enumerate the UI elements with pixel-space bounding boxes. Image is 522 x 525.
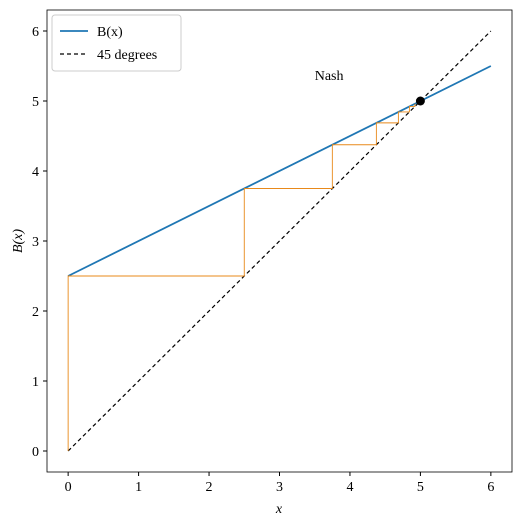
x-tick-label: 3: [276, 480, 283, 495]
x-tick-label: 1: [135, 480, 142, 495]
x-tick-label: 6: [487, 480, 494, 495]
series-line: [67, 30, 492, 452]
annotation: Nash: [315, 69, 344, 84]
series-line: [67, 65, 492, 277]
y-tick-label: 5: [32, 95, 39, 110]
legend-label: B(x): [97, 25, 123, 40]
y-axis-label: B(x): [11, 229, 26, 253]
x-tick-label: 0: [65, 480, 72, 495]
x-tick-label: 2: [206, 480, 213, 495]
legend-box: [51, 14, 182, 72]
y-tick-label: 1: [32, 375, 39, 390]
x-tick-label: 5: [417, 480, 424, 495]
legend-label: 45 degrees: [97, 48, 157, 63]
y-tick-label: 2: [32, 305, 39, 320]
series-line: [67, 103, 416, 451]
y-tick-label: 0: [32, 445, 39, 460]
y-tick-label: 6: [32, 25, 39, 40]
x-tick-label: 4: [346, 480, 353, 495]
y-tick-label: 3: [32, 235, 39, 250]
y-tick-label: 4: [32, 165, 39, 180]
x-axis-label: x: [275, 502, 283, 517]
nash-point: [415, 96, 425, 106]
